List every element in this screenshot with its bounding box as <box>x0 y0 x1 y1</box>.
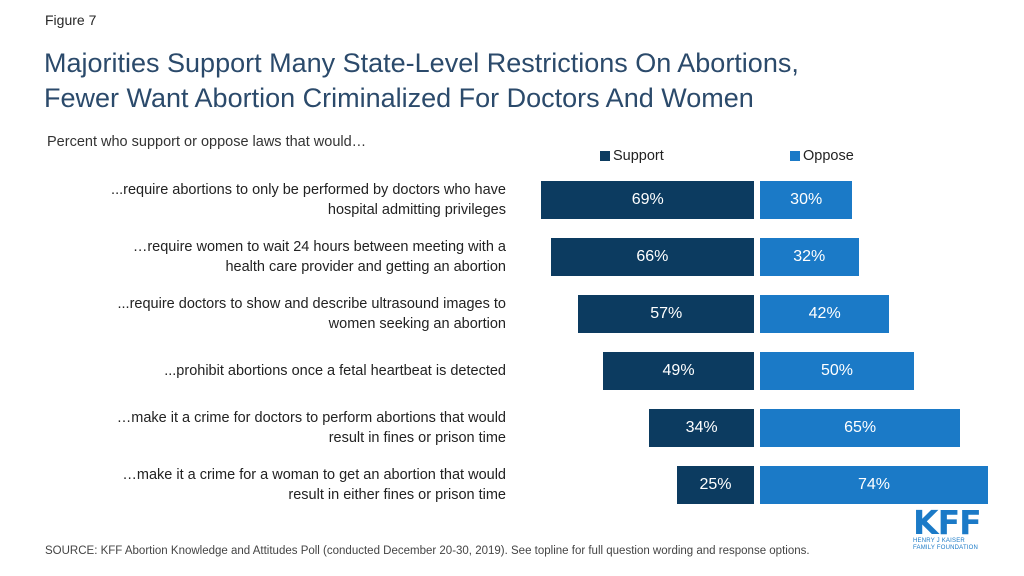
legend-support: Support <box>600 148 664 164</box>
bar-oppose: 30% <box>760 181 853 219</box>
category-label: ...prohibit abortions once a fetal heart… <box>26 361 506 381</box>
category-label-line: result in either fines or prison time <box>288 487 506 503</box>
bar-oppose: 50% <box>760 352 914 390</box>
figure-label: Figure 7 <box>45 12 97 28</box>
chart-title: Majorities Support Many State-Level Rest… <box>44 46 1004 116</box>
data-label-oppose: 42% <box>808 305 841 322</box>
legend-oppose-label: Oppose <box>803 148 854 164</box>
category-label: ...require doctors to show and describe … <box>26 294 507 334</box>
data-label-oppose: 74% <box>857 476 890 493</box>
data-label-support: 69% <box>631 191 664 208</box>
bar-oppose: 32% <box>760 238 859 276</box>
kff-logo-subtitle-2: FAMILY FOUNDATION <box>913 545 979 551</box>
chart-title-line-1: Majorities Support Many State-Level Rest… <box>44 48 799 78</box>
bar-oppose: 42% <box>760 295 890 333</box>
category-label: …make it a crime for doctors to perform … <box>26 408 506 448</box>
category-label-line: result in fines or prison time <box>328 430 506 446</box>
data-label-oppose: 65% <box>844 419 877 436</box>
category-label-line: …require women to wait 24 hours between … <box>132 239 506 255</box>
bar-support: 34% <box>649 409 754 447</box>
bar-support: 66% <box>550 238 754 276</box>
category-label-line: hospital admitting privileges <box>327 202 506 218</box>
kff-logo: KFF HENRY J KAISER FAMILY FOUNDATION <box>913 503 989 552</box>
data-label-support: 25% <box>699 476 732 493</box>
data-label-oppose: 50% <box>820 362 854 379</box>
legend-oppose: Oppose <box>790 148 854 164</box>
chart-title-line-2: Fewer Want Abortion Criminalized For Doc… <box>44 83 754 113</box>
category-label-line: women seeking an abortion <box>328 316 506 332</box>
bar-support: 25% <box>677 466 754 504</box>
legend-support-label: Support <box>613 148 664 164</box>
source-note: SOURCE: KFF Abortion Knowledge and Attit… <box>45 545 810 557</box>
data-label-support: 34% <box>685 419 718 436</box>
data-label-support: 66% <box>636 248 669 265</box>
category-label: …require women to wait 24 hours between … <box>26 237 506 277</box>
category-label: ...require abortions to only be performe… <box>26 180 506 220</box>
bar-support: 49% <box>603 352 754 390</box>
data-label-support: 49% <box>662 362 695 379</box>
bar-support: 69% <box>541 181 754 219</box>
legend-oppose-swatch <box>790 151 800 161</box>
bar-oppose: 65% <box>760 409 961 447</box>
kff-logo-subtitle-1: HENRY J KAISER <box>913 538 965 544</box>
category-label-line: ...require doctors to show and describe … <box>117 296 507 312</box>
data-label-oppose: 30% <box>790 191 823 208</box>
category-label-line: health care provider and getting an abor… <box>225 259 506 275</box>
category-label-line: ...prohibit abortions once a fetal heart… <box>164 363 506 379</box>
legend-support-swatch <box>600 151 610 161</box>
bar-oppose: 74% <box>760 466 988 504</box>
category-label-line: …make it a crime for a woman to get an a… <box>122 467 506 483</box>
category-label: …make it a crime for a woman to get an a… <box>26 465 506 505</box>
kff-logo-mark: KFF <box>913 503 982 542</box>
bar-support: 57% <box>578 295 754 333</box>
data-label-support: 57% <box>650 305 683 322</box>
category-label-line: …make it a crime for doctors to perform … <box>116 410 506 426</box>
chart-subtitle: Percent who support or oppose laws that … <box>47 134 367 150</box>
category-label-line: ...require abortions to only be performe… <box>111 182 506 198</box>
data-label-oppose: 32% <box>793 248 826 265</box>
